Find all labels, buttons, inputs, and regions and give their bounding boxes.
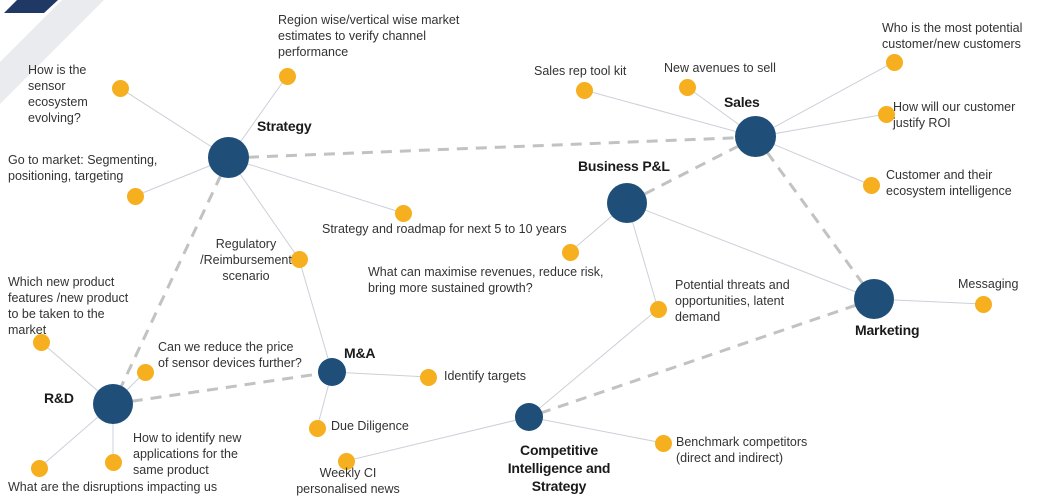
topic-node-sales-rep [576,82,593,99]
edge-strategy-rnd [111,157,231,405]
topic-node-benchmark [655,435,672,452]
topic-label-new-avenues: New avenues to sell [664,61,776,75]
topic-node-sensor-ecosystem [112,80,129,97]
topic-label-maximise-revenues: What can maximise revenues, reduce risk,… [368,265,604,295]
topic-label-identify-new-apps: How to identify new applications for the… [133,431,242,477]
edge-ci-potential-threats [528,308,659,418]
hub-node-marketing [854,279,894,319]
edge-ci-benchmark [528,416,664,444]
edge-ci-weekly-ci [345,416,530,462]
hub-label-mna: M&A [344,345,376,361]
hub-label-marketing: Marketing [855,322,920,338]
edge-sales-justify-roi [755,113,887,138]
topic-label-sales-rep: Sales rep tool kit [534,64,627,78]
topic-node-justify-roi [878,106,895,123]
topic-node-which-new-product [33,334,50,351]
topic-node-new-avenues [679,79,696,96]
edge-strategy-roadmap [228,157,404,214]
topic-label-most-potential: Who is the most potential customer/new c… [882,21,1023,51]
topic-label-strategy-roadmap: Strategy and roadmap for next 5 to 10 ye… [322,222,567,236]
topic-label-potential-threats: Potential threats and opportunities, lat… [675,278,790,324]
topic-node-due-diligence [309,420,326,437]
topic-label-messaging: Messaging [958,277,1019,291]
topic-node-region-wise [279,68,296,85]
edge-sales-businesspl [626,135,757,205]
topic-node-identify-targets [420,369,437,386]
topic-label-sensor-ecosystem: How is the sensor ecosystem evolving? [28,63,88,125]
topic-label-benchmark: Benchmark competitors (direct and indire… [676,435,808,465]
topic-node-reduce-price [137,364,154,381]
hub-label-ci: Competitive Intelligence and Strategy [507,442,611,495]
topic-label-identify-targets: Identify targets [444,369,526,383]
topic-label-region-wise: Region wise/vertical wise market estimat… [278,13,460,59]
topic-node-regulatory [291,251,308,268]
topic-label-go-to-market: Go to market: Segmenting, positioning, t… [8,153,158,183]
topic-node-strategy-roadmap [395,205,412,222]
edge-strategy-sales [228,135,757,160]
topic-node-customer-ecosystem [863,177,880,194]
edge-businesspl-marketing [626,202,875,300]
topic-label-justify-roi: How will our customer justify ROI [893,100,1016,130]
edge-marketing-ci [528,297,875,419]
edge-sales-customer-ecosystem [755,136,872,186]
topic-node-potential-threats [650,301,667,318]
topic-node-weekly-ci [338,453,355,470]
corner-navy-decor [4,0,58,13]
hub-label-business-pl: Business P&L [578,158,670,174]
edge-mna-regulatory [298,258,333,373]
edge-sales-most-potential [755,61,895,138]
topic-node-most-potential [886,54,903,71]
topic-node-go-to-market [127,188,144,205]
topic-label-regulatory: Regulatory /Reimbursement scenario [200,237,292,283]
hub-label-strategy: Strategy [257,118,312,134]
hub-node-mna [318,358,346,386]
topic-label-disruptions: What are the disruptions impacting us [8,480,218,494]
edge-sales-marketing [754,136,876,300]
edge-sales-sales-rep [583,89,757,138]
topic-label-customer-ecosystem: Customer and their ecosystem intelligenc… [886,168,1012,198]
hub-node-sales [735,116,776,157]
hub-label-sales: Sales [724,94,760,110]
hub-node-business-pl [607,183,647,223]
topic-label-due-diligence: Due Diligence [331,419,409,433]
hub-node-strategy [208,137,249,178]
topic-node-disruptions [31,460,48,477]
topic-label-weekly-ci: Weekly CI personalised news [296,466,400,496]
topic-node-maximise-revenues [562,244,579,261]
topic-node-messaging [975,296,992,313]
edge-mna-identify-targets [331,371,429,378]
hub-node-rnd [93,384,133,424]
hub-label-rnd: R&D [44,390,74,406]
edge-strategy-regulatory [228,157,300,260]
topic-node-identify-new-apps [105,454,122,471]
topic-label-which-new-product: Which new product features /new product … [8,275,129,337]
topic-label-reduce-price: Can we reduce the price of sensor device… [158,340,302,370]
hub-node-ci [515,403,543,431]
